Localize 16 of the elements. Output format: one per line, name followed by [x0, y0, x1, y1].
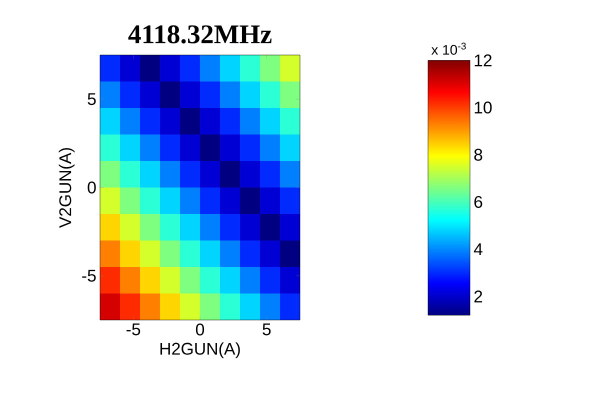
color-bar-label: 2 — [474, 290, 482, 302]
color-bar-label: 4 — [474, 243, 482, 256]
color-bar-label: 12 — [474, 54, 492, 66]
color-bar-label: 10 — [474, 102, 492, 114]
color-bar-label: 6 — [474, 196, 482, 208]
y-tick-label: 0 — [88, 182, 96, 194]
chart-title: 4118.32MHz — [128, 25, 272, 44]
x-tick-label: 0 — [196, 324, 204, 336]
x-axis-title: H2GUN(A) — [160, 342, 240, 358]
color-bar-label: 8 — [474, 148, 482, 161]
y-tick-label: -5 — [82, 270, 96, 282]
x-tick-label: -5 — [126, 324, 140, 336]
y-tick-label: 5 — [88, 93, 96, 106]
y-axis-title: V2GUN(A) — [58, 148, 75, 228]
color-bar-title: x 10$^{-3}$ — [431, 42, 466, 55]
x-tick-label: 5 — [262, 324, 271, 336]
